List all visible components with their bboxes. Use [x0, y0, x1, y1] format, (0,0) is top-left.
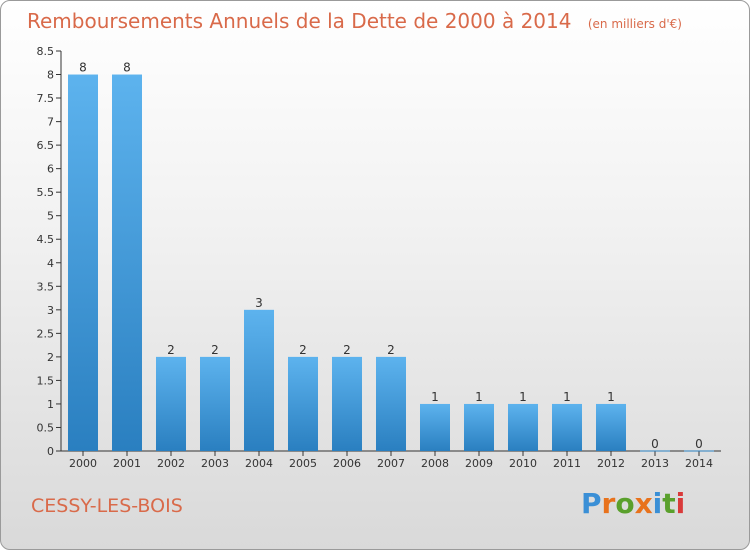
- bar-2011: [552, 403, 582, 451]
- x-tick-label: 2002: [157, 457, 185, 470]
- bar-2004: [244, 309, 274, 451]
- y-axis: 0 0.5 1 1.5 2 2.5 3 3.5 4 4.5 5 5.5 6 6.5 7 7.5 8 8.5: [37, 45, 62, 458]
- chart-title-text: Remboursements Annuels de la Dette de 20…: [27, 9, 572, 33]
- y-tick-label: 5.5: [37, 186, 55, 199]
- logo-letter: i: [652, 487, 663, 520]
- data-label-2011: 1: [563, 390, 571, 404]
- y-tick-label: 3.5: [37, 280, 55, 293]
- bar-2008: [420, 403, 450, 451]
- bar-2000: [68, 74, 98, 451]
- data-label-2001: 8: [123, 61, 131, 75]
- data-label-2007: 2: [387, 343, 395, 357]
- bar-2007: [376, 356, 406, 451]
- data-label-2006: 2: [343, 343, 351, 357]
- x-tick-label: 2000: [69, 457, 97, 470]
- y-tick-label: 2.5: [37, 327, 55, 340]
- y-tick-label: 4.5: [37, 233, 55, 246]
- y-tick-label: 6.5: [37, 139, 55, 152]
- data-label-2002: 2: [167, 343, 175, 357]
- logo-letter: r: [601, 487, 616, 520]
- logo-letter: P: [581, 487, 602, 520]
- data-label-2013: 0: [651, 437, 659, 451]
- x-tick-label: 2005: [289, 457, 317, 470]
- bar-2006: [332, 356, 362, 451]
- data-label-2012: 1: [607, 390, 615, 404]
- bars: [68, 74, 714, 452]
- x-tick-label: 2006: [333, 457, 361, 470]
- x-tick-label: 2013: [641, 457, 669, 470]
- logo-letter: x: [634, 487, 653, 520]
- data-label-2008: 1: [431, 390, 439, 404]
- x-tick-label: 2003: [201, 457, 229, 470]
- data-label-2009: 1: [475, 390, 483, 404]
- y-tick-label: 1: [47, 398, 54, 411]
- data-label-2010: 1: [519, 390, 527, 404]
- x-tick-label: 2001: [113, 457, 141, 470]
- y-tick-label: 0.5: [37, 421, 55, 434]
- data-label-2003: 2: [211, 343, 219, 357]
- x-tick-label: 2012: [597, 457, 625, 470]
- y-tick-label: 7: [47, 116, 54, 129]
- data-label-2005: 2: [299, 343, 307, 357]
- y-tick-label: 1.5: [37, 374, 55, 387]
- y-tick-label: 8: [47, 69, 54, 82]
- data-label-2000: 8: [79, 61, 87, 75]
- x-tick-label: 2009: [465, 457, 493, 470]
- y-tick-label: 0: [47, 445, 54, 458]
- y-tick-label: 5: [47, 210, 54, 223]
- y-tick-label: 8.5: [37, 45, 55, 58]
- data-label-2004: 3: [255, 296, 263, 310]
- x-tick-label: 2010: [509, 457, 537, 470]
- logo-letter: o: [615, 487, 635, 520]
- logo-letter: i: [675, 487, 686, 520]
- proxiti-logo[interactable]: Proxiti: [581, 487, 685, 520]
- y-tick-label: 6: [47, 163, 54, 176]
- x-tick-label: 2004: [245, 457, 273, 470]
- data-label-2014: 0: [695, 437, 703, 451]
- logo-letter: t: [662, 487, 676, 520]
- chart-title: Remboursements Annuels de la Dette de 20…: [27, 9, 682, 33]
- bar-2003: [200, 356, 230, 451]
- x-axis: 2000 2001 2002 2003 2004 2005 2006 2007 2008 2009…: [61, 450, 721, 470]
- commune-name: CESSY-LES-BOIS: [31, 495, 183, 517]
- x-tick-label: 2008: [421, 457, 449, 470]
- y-tick-label: 2: [47, 351, 54, 364]
- x-tick-label: 2011: [553, 457, 581, 470]
- data-labels: 8 8 2 2 3 2 2 2 1 1 1 1 1 0 0: [79, 61, 703, 451]
- bar-2002: [156, 356, 186, 451]
- bar-2005: [288, 356, 318, 451]
- bar-2001: [112, 74, 142, 451]
- y-tick-label: 7.5: [37, 92, 55, 105]
- x-tick-label: 2014: [685, 457, 713, 470]
- bar-2010: [508, 403, 538, 451]
- chart-subtitle: (en milliers d'€): [587, 17, 682, 31]
- bar-2009: [464, 403, 494, 451]
- bar-2012: [596, 403, 626, 451]
- x-tick-label: 2007: [377, 457, 405, 470]
- y-tick-label: 4: [47, 257, 54, 270]
- y-tick-label: 3: [47, 304, 54, 317]
